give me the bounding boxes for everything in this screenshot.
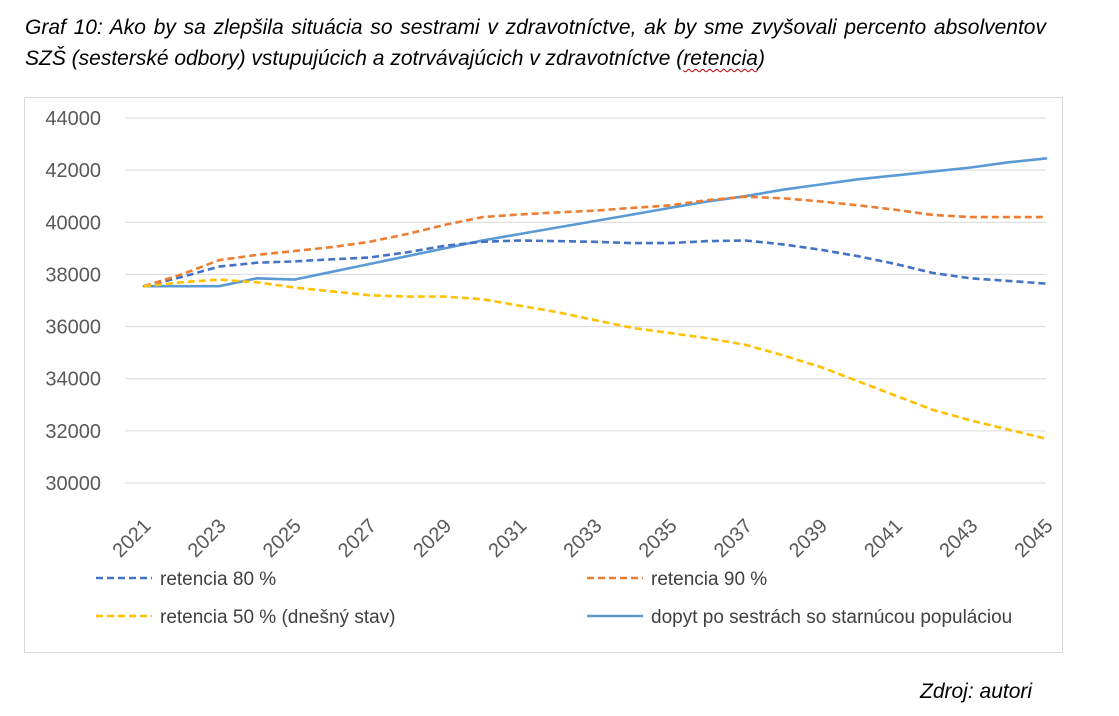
- x-tick-label: 2035: [635, 515, 682, 562]
- y-tick-label: 32000: [45, 421, 101, 443]
- chart-caption: Graf 10: Ako by sa zlepšila situácia so …: [25, 12, 1046, 74]
- x-tick-label: 2025: [259, 515, 306, 562]
- x-tick-label: 2021: [109, 515, 156, 562]
- x-tick-label: 2033: [560, 515, 607, 562]
- legend: retencia 80 % retencia 90 % retencia 50 % …: [96, 569, 1012, 628]
- x-tick-label: 2029: [409, 515, 456, 562]
- x-tick-label: 2039: [785, 515, 832, 562]
- y-tick-label: 40000: [45, 212, 101, 234]
- y-tick-label: 36000: [45, 317, 101, 339]
- legend-label-3: retencia 50 % (dnešný stav): [160, 607, 396, 628]
- x-tick-label: 2043: [935, 515, 982, 562]
- series-line-1: [143, 239, 1047, 288]
- y-axis-tick-labels: 30000 32000 34000 36000 38000 40000 42000 44000: [45, 108, 101, 495]
- series-line-4: [142, 157, 1048, 288]
- series-line-2: [143, 195, 1046, 288]
- y-tick-label: 30000: [45, 473, 101, 495]
- legend-label-1: retencia 80 %: [160, 569, 276, 590]
- legend-label-4: dopyt po sestrách so starnúcou populácio…: [651, 607, 1012, 628]
- x-tick-label: 2031: [484, 515, 531, 562]
- series-line-3: [143, 278, 1047, 440]
- legend-label-2: retencia 90 %: [651, 569, 767, 590]
- y-tick-label: 44000: [45, 108, 101, 130]
- x-tick-label: 2023: [184, 515, 231, 562]
- series-lines: [142, 157, 1048, 440]
- y-tick-label: 34000: [45, 369, 101, 391]
- y-tick-label: 38000: [45, 264, 101, 286]
- x-tick-label: 2045: [1011, 515, 1058, 562]
- gridlines: [125, 117, 1046, 484]
- x-axis-tick-labels: 2021 2023 2025 2027 2029 2031 2033 2035 2037 2039…: [109, 515, 1058, 562]
- x-tick-label: 2027: [334, 515, 381, 562]
- source-note: Zdroj: autori: [920, 680, 1033, 703]
- chart-frame: [24, 97, 1063, 653]
- caption-text: Graf 10: Ako by sa zlepšila situácia so …: [25, 16, 1046, 70]
- caption-close: ): [757, 47, 765, 70]
- y-tick-label: 42000: [45, 160, 101, 182]
- x-tick-label: 2037: [710, 515, 757, 562]
- caption-underlined-word: retencia: [683, 47, 758, 70]
- x-tick-label: 2041: [860, 515, 907, 562]
